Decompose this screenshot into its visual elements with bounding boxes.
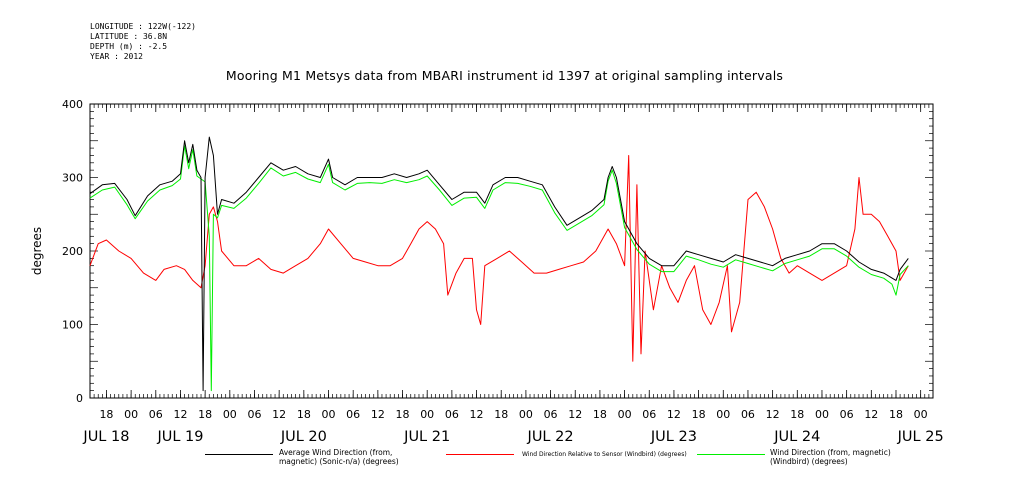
latitude-text: LATITUDE : 36.8N <box>90 32 168 41</box>
series-line-2 <box>89 145 909 392</box>
legend-label-average-wind: Average Wind Direction (from, magnetic) … <box>279 448 399 466</box>
x-tick-label: 00 <box>618 408 632 421</box>
series-line-1 <box>89 155 909 362</box>
year-text: YEAR : 2012 <box>90 52 143 61</box>
x-tick-label: 06 <box>445 408 459 421</box>
y-tick-label: 0 <box>76 392 83 405</box>
x-tick-label: 00 <box>914 408 928 421</box>
y-axis-label: degrees <box>30 227 44 275</box>
x-day-label: JUL 25 <box>897 429 944 445</box>
x-tick-label: 00 <box>716 408 730 421</box>
legend-swatch-windbird-wind <box>697 454 765 455</box>
x-tick-label: 00 <box>815 408 829 421</box>
x-day-label: JUL 18 <box>82 429 129 445</box>
x-tick-label: 00 <box>322 408 336 421</box>
y-tick-label: 100 <box>62 319 83 332</box>
x-tick-label: 18 <box>494 408 508 421</box>
x-tick-label: 06 <box>741 408 755 421</box>
y-tick-label: 200 <box>62 245 83 258</box>
x-day-label: JUL 24 <box>773 429 820 445</box>
x-day-label: JUL 19 <box>156 429 203 445</box>
x-day-label: JUL 22 <box>527 429 574 445</box>
plot-frame <box>89 103 934 399</box>
x-tick-label: 18 <box>297 408 311 421</box>
x-tick-label: 18 <box>396 408 410 421</box>
x-tick-label: 06 <box>840 408 854 421</box>
x-tick-label: 06 <box>642 408 656 421</box>
x-tick-label: 12 <box>272 408 286 421</box>
depth-text: DEPTH (m) : -2.5 <box>90 42 168 51</box>
x-tick-label: 00 <box>420 408 434 421</box>
series-line-0 <box>89 136 909 392</box>
chart-title: Mooring M1 Metsys data from MBARI instru… <box>225 68 784 83</box>
y-tick-label: 400 <box>62 98 83 111</box>
x-day-label: JUL 21 <box>403 429 450 445</box>
x-day-label: JUL 23 <box>650 429 697 445</box>
metadata-block: LONGITUDE : 122W(-122) LATITUDE : 36.8N … <box>90 22 196 62</box>
x-tick-label: 12 <box>667 408 681 421</box>
x-tick-label: 18 <box>99 408 113 421</box>
y-tick-label: 300 <box>62 172 83 185</box>
x-tick-label: 06 <box>149 408 163 421</box>
x-tick-label: 18 <box>198 408 212 421</box>
x-tick-label: 12 <box>864 408 878 421</box>
x-tick-label: 06 <box>247 408 261 421</box>
legend-label-windbird-wind: Wind Direction (from, magnetic) (Windbir… <box>770 448 891 466</box>
x-tick-label: 06 <box>544 408 558 421</box>
x-tick-label: 18 <box>692 408 706 421</box>
x-tick-label: 12 <box>766 408 780 421</box>
longitude-text: LONGITUDE : 122W(-122) <box>90 22 196 31</box>
x-tick-label: 12 <box>371 408 385 421</box>
x-tick-label: 12 <box>173 408 187 421</box>
x-tick-label: 00 <box>519 408 533 421</box>
x-tick-label: 18 <box>889 408 903 421</box>
x-tick-label: 06 <box>346 408 360 421</box>
legend-label-relative-wind: Wind Direction Relative to Sensor (Windb… <box>522 451 687 458</box>
x-tick-label: 12 <box>470 408 484 421</box>
x-tick-label: 00 <box>223 408 237 421</box>
x-tick-label: 12 <box>568 408 582 421</box>
x-day-label: JUL 20 <box>280 429 327 445</box>
x-tick-label: 18 <box>593 408 607 421</box>
legend-swatch-average-wind <box>205 454 273 455</box>
legend-swatch-relative-wind <box>446 454 514 455</box>
x-tick-label: 00 <box>124 408 138 421</box>
x-tick-label: 18 <box>790 408 804 421</box>
